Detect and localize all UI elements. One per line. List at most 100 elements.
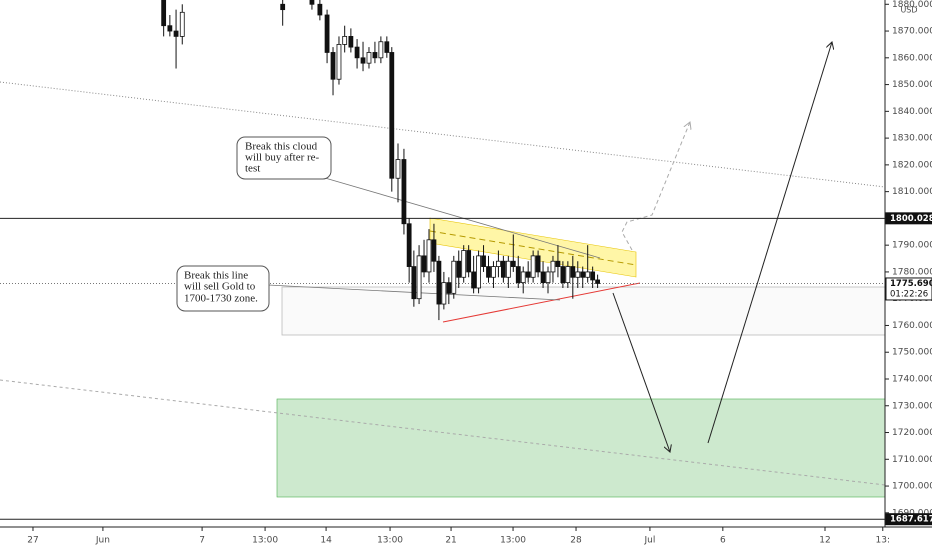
candle-body	[510, 260, 516, 267]
projection-arrow	[612, 292, 670, 452]
price-axis	[885, 0, 932, 527]
x-tick-label: Jul	[643, 536, 655, 546]
candle-body	[395, 159, 401, 179]
candle-body	[431, 239, 437, 262]
y-tick-label: 1840.000	[892, 107, 932, 117]
countdown-label: 01:22:26	[890, 289, 928, 299]
candle-body	[550, 260, 556, 273]
candle-body	[595, 279, 601, 284]
y-tick-label: 1870.000	[892, 27, 932, 37]
candle-body	[585, 271, 591, 278]
candle-body	[491, 266, 496, 278]
candle-body	[580, 271, 586, 278]
y-tick-label: 1820.000	[892, 160, 932, 170]
candle-body	[342, 36, 348, 45]
support-line	[442, 282, 641, 323]
candle-body	[545, 271, 551, 284]
candle-body	[309, 0, 315, 5]
callout: Break this cloud will buy after re- test	[236, 136, 332, 180]
y-tick-label: 1720.000	[892, 428, 932, 438]
callout-box	[176, 265, 270, 312]
candle-body	[406, 223, 412, 267]
y-tick-label: 1810.000	[892, 187, 932, 197]
y-tick-label: 1760.000	[892, 321, 932, 331]
y-tick-label: 1780.000	[892, 267, 932, 277]
candle-body	[161, 0, 167, 27]
x-tick-label: Jun	[95, 536, 110, 546]
y-tick-label: 1880.000	[892, 0, 932, 10]
x-tick-label: 21	[445, 536, 456, 546]
price-tag	[885, 277, 932, 301]
candle-body	[515, 266, 521, 284]
candle-body	[366, 52, 372, 64]
candle-body	[471, 271, 477, 289]
candle-body	[426, 239, 432, 273]
y-tick-label: 1710.000	[892, 455, 932, 465]
x-tick-label: 7	[199, 536, 205, 546]
candle-body	[461, 250, 467, 278]
x-tick-label: 13:	[876, 536, 890, 546]
candle-body	[456, 260, 462, 278]
candle-body	[317, 3, 323, 16]
candle-body	[401, 159, 407, 225]
callout-text: will buy after re-	[245, 152, 320, 164]
callout-text: Break this cloud	[245, 141, 318, 153]
candle-body	[421, 255, 427, 273]
candle-body	[525, 271, 531, 278]
candle-body	[348, 36, 354, 48]
currency-label: USD	[900, 6, 917, 15]
x-tick-label: 27	[27, 536, 38, 546]
x-tick-label: 28	[570, 536, 582, 546]
candle-body	[520, 271, 526, 284]
candle-body	[372, 52, 378, 59]
candle-body	[496, 260, 501, 267]
candle-body	[378, 41, 384, 59]
price-tag	[885, 513, 932, 526]
price-tag-label: 1800.028	[890, 214, 932, 224]
candle-body	[173, 30, 179, 37]
callout: Break this line will sell Gold to 1700-1…	[176, 265, 270, 312]
candle-body	[505, 260, 511, 278]
candle-body	[560, 266, 566, 284]
projection-arrow	[707, 42, 832, 444]
candle-body	[446, 282, 452, 294]
callout-text: Break this line	[184, 270, 248, 282]
candle-body	[555, 260, 561, 267]
candle-body	[330, 52, 336, 80]
y-tick-label: 1730.000	[892, 401, 932, 411]
y-tick-label: 1850.000	[892, 80, 932, 90]
y-tick-label: 1790.000	[892, 241, 932, 251]
callout-text: test	[245, 163, 260, 175]
candle-body	[481, 255, 486, 267]
projection-arrow	[621, 122, 690, 251]
price-tag	[885, 212, 932, 225]
y-tick-label: 1700.000	[892, 482, 932, 492]
cloud-midline	[429, 230, 637, 266]
candle-body	[535, 255, 541, 273]
range-box	[281, 286, 885, 336]
candle-body	[436, 260, 442, 305]
trend-line	[0, 379, 885, 486]
y-tick-label: 1750.000	[892, 348, 932, 358]
x-tick-label: 12	[819, 536, 830, 546]
sell-target-zone	[276, 398, 885, 498]
candle-body	[500, 260, 506, 278]
y-tick-label: 1740.000	[892, 374, 932, 384]
candle-body	[590, 271, 596, 281]
callout-text: 1700-1730 zone.	[184, 293, 258, 305]
candle-body	[466, 250, 472, 273]
candle-body	[389, 52, 395, 179]
candle-body	[486, 266, 491, 278]
price-tag-label: 1775.690	[890, 279, 932, 289]
x-tick-label: 13:00	[252, 536, 278, 546]
x-tick-label: 6	[720, 536, 726, 546]
y-tick-label: 1860.000	[892, 53, 932, 63]
candle-body	[384, 41, 390, 53]
candle-body	[575, 271, 581, 278]
plot-area	[0, 0, 885, 520]
candle-body	[411, 266, 417, 300]
candle-body	[565, 266, 571, 284]
x-tick-label: 13:00	[377, 536, 403, 546]
candle-body	[476, 255, 481, 289]
candle-body	[354, 46, 360, 59]
